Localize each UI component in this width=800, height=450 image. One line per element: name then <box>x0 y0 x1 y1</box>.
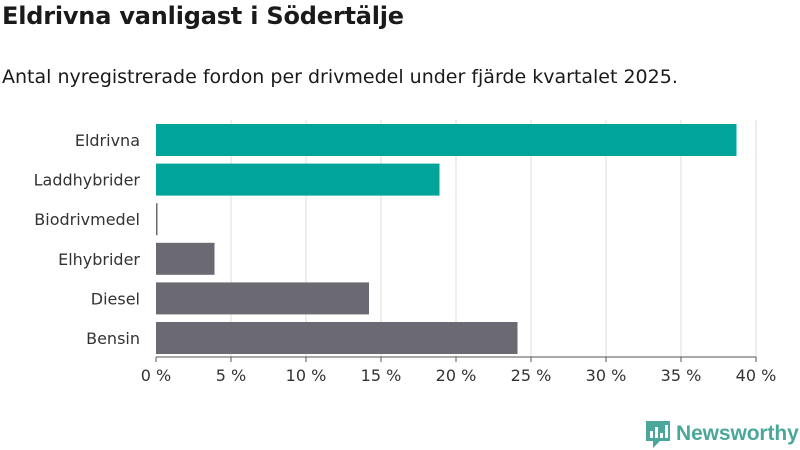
x-tick-label: 10 % <box>286 366 327 385</box>
bar-eldrivna <box>156 124 737 156</box>
chart-subtitle: Antal nyregistrerade fordon per drivmede… <box>2 66 678 88</box>
grid-lines <box>230 120 757 357</box>
category-label: Eldrivna <box>75 131 140 150</box>
bar-laddhybrider <box>156 163 440 196</box>
bar-elhybrider <box>156 242 215 275</box>
chart-title: Eldrivna vanligast i Södertälje <box>2 2 404 30</box>
category-label: Laddhybrider <box>34 171 141 190</box>
bar-diesel <box>156 282 369 315</box>
x-tick-label: 40 % <box>736 366 777 385</box>
x-tick-label: 0 % <box>141 366 171 385</box>
newsworthy-brand: Newsworthy <box>644 419 799 449</box>
x-tick-label: 15 % <box>361 366 402 385</box>
brand-name: Newsworthy <box>676 422 799 445</box>
x-tick-label: 5 % <box>216 366 246 385</box>
category-label: Elhybrider <box>58 250 140 269</box>
x-tick-label: 25 % <box>511 366 552 385</box>
category-label: Diesel <box>91 289 140 308</box>
bar-bensin <box>156 322 518 354</box>
bar-biodrivmedel <box>156 203 158 236</box>
newsworthy-logo-icon <box>646 421 670 448</box>
category-label: Biodrivmedel <box>34 210 140 229</box>
x-tick-label: 35 % <box>661 366 702 385</box>
x-tick-label: 30 % <box>586 366 627 385</box>
x-axis-ticks: 0 % 5 % 10 % 15 % 20 % 25 % 30 % 35 % 40 % <box>141 357 777 385</box>
category-label: Bensin <box>86 329 140 348</box>
x-tick-label: 20 % <box>436 366 477 385</box>
category-labels: Eldrivna Laddhybrider Biodrivmedel Elhybrid… <box>34 131 141 348</box>
bars <box>156 124 737 354</box>
